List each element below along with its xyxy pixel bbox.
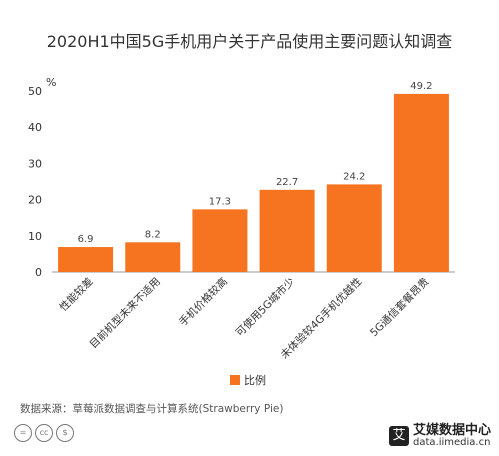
data-label-5: 24.2 [343,171,365,182]
data-label-1: 6.9 [78,234,94,245]
x-tick-label-6: 5G通信套餐昂贵 [367,275,431,339]
source-note: 数据来源：草莓派数据调查与计算系统(Strawberry Pie) [20,403,284,415]
chart-title: 2020H1中国5G手机用户关于产品使用主要问题认知调查 [46,32,453,51]
non-commercial-icon: $ [56,424,74,442]
x-tick-label-1: 性能较差 [57,275,96,314]
bar-2 [125,242,181,272]
no-derivatives-icon: = [14,424,32,442]
y-tick-label: 40 [28,121,42,134]
y-tick-label: 50 [28,85,42,98]
y-tick-label: 30 [28,157,42,170]
legend-label: 比例 [244,373,266,387]
bar-1 [58,247,114,272]
legend-swatch [230,375,240,385]
brand-url: data.iimedia.cn [412,436,491,448]
data-label-2: 8.2 [145,229,161,240]
data-label-4: 22.7 [276,177,298,188]
x-tick-label-4: 可使用5G城市少 [233,275,297,339]
bar-5 [326,184,382,272]
bar-4 [259,189,315,272]
y-tick-label: 20 [28,194,42,207]
y-axis-unit: % [46,76,56,89]
bar-chart: % 0 10 20 30 40 50 6.9 性能较差 8.2 目前机型未来不适用 17.3 手机价格较… [28,76,455,387]
x-tick-label-2: 目前机型未来不适用 [87,275,163,351]
brand-mark-icon: 艾 [388,426,409,447]
bar-3 [192,209,248,272]
brand-name: 艾媒数据中心 [412,423,491,438]
y-tick-label: 0 [35,266,42,279]
creative-commons-icon: cc [35,424,53,442]
y-tick-label: 10 [28,230,42,243]
bar-6 [393,93,449,272]
data-label-3: 17.3 [209,196,231,207]
data-label-6: 49.2 [410,81,432,92]
x-tick-label-3: 手机价格较高 [176,275,230,329]
license-icons: = cc $ [14,424,74,442]
brand-logo: 艾 艾媒数据中心 data.iimedia.cn [388,423,491,448]
